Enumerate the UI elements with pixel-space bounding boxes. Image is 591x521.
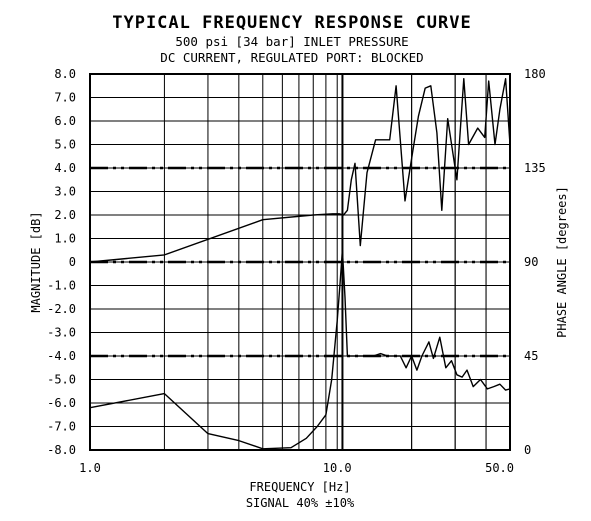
y-left-tick-label: -8.0 (47, 443, 76, 457)
series-line-2 (89, 249, 511, 450)
y-axis-left-label: MAGNITUDE [dB] (29, 211, 43, 312)
y-left-tick-label: 8.0 (54, 67, 76, 81)
y-left-tick-label: 1.0 (54, 232, 76, 246)
chart-subtitle-line-1: 500 psi [34 bar] INLET PRESSURE (175, 34, 408, 49)
plot-frame (89, 73, 511, 451)
y-left-tick-label: 5.0 (54, 138, 76, 152)
y-left-tick-label: 2.0 (54, 208, 76, 222)
tick-labels: 8.0 7.0 6.0 5.0 4.0 3.0 2.0 1.0 0 -1.0 -2.0 -3.0 -4.… (47, 67, 546, 475)
y-left-tick-label: 7.0 (54, 91, 76, 105)
y-left-tick-label: -1.0 (47, 279, 76, 293)
y-axis-right-label: PHASE ANGLE [degrees] (555, 186, 569, 338)
x-tick-label: 1.0 (79, 461, 101, 475)
series-line-1 (89, 77, 511, 263)
y-left-tick-label: 4.0 (54, 161, 76, 175)
x-tick-label: 50.0 (485, 461, 514, 475)
y-right-tick-label: 180 (524, 67, 546, 81)
chart-subtitle-line-2: DC CURRENT, REGULATED PORT: BLOCKED (160, 50, 423, 65)
y-left-tick-label: -7.0 (47, 420, 76, 434)
y-right-tick-label: 135 (524, 161, 546, 175)
data-series (89, 77, 511, 450)
chart-title: TYPICAL FREQUENCY RESPONSE CURVE (112, 13, 472, 33)
x-axis-sublabel: SIGNAL 40% ±10% (246, 496, 355, 510)
y-left-tick-label: -4.0 (47, 349, 76, 363)
y-left-tick-label: -6.0 (47, 396, 76, 410)
y-left-tick-label: -2.0 (47, 302, 76, 316)
y-left-tick-label: -3.0 (47, 326, 76, 340)
x-axis-label: FREQUENCY [Hz] (249, 480, 350, 494)
y-right-tick-label: 90 (524, 255, 538, 269)
y-left-tick-label: 3.0 (54, 185, 76, 199)
y-left-tick-label: -5.0 (47, 373, 76, 387)
y-left-tick-label: 6.0 (54, 114, 76, 128)
y-left-tick-label: 0 (69, 255, 76, 269)
x-tick-label: 10.0 (323, 461, 352, 475)
y-right-tick-label: 45 (524, 349, 538, 363)
y-right-tick-label: 0 (524, 443, 531, 457)
